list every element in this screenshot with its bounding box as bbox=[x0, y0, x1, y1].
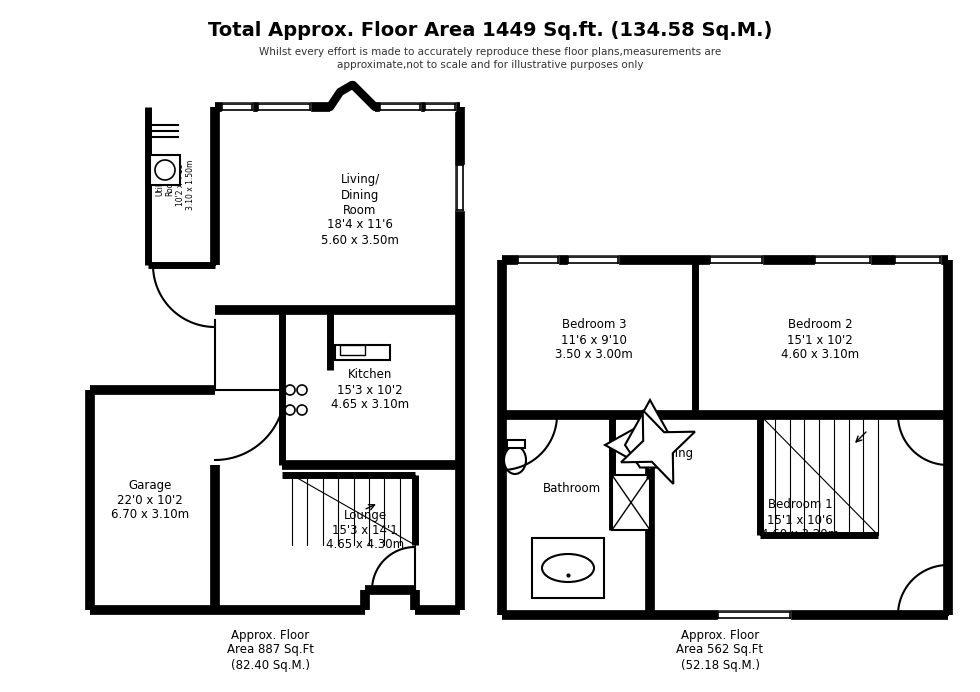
Bar bbox=[532, 538, 604, 598]
Text: approximate,not to scale and for illustrative purposes only: approximate,not to scale and for illustr… bbox=[337, 60, 643, 70]
Text: Lounge
15'3 x 14'1
4.65 x 4.30m: Lounge 15'3 x 14'1 4.65 x 4.30m bbox=[326, 509, 404, 552]
Text: Whilst every effort is made to accurately reproduce these floor plans,measuremen: Whilst every effort is made to accuratel… bbox=[259, 47, 721, 57]
Bar bbox=[507, 440, 525, 448]
Bar bbox=[340, 345, 365, 355]
Text: Kitchen
15'3 x 10'2
4.65 x 3.10m: Kitchen 15'3 x 10'2 4.65 x 3.10m bbox=[331, 369, 409, 412]
Text: Garage
22'0 x 10'2
6.70 x 3.10m: Garage 22'0 x 10'2 6.70 x 3.10m bbox=[111, 478, 189, 522]
Polygon shape bbox=[605, 420, 672, 470]
Bar bbox=[612, 475, 650, 530]
Text: Living/
Dining
Room
18'4 x 11'6
5.60 x 3.50m: Living/ Dining Room 18'4 x 11'6 5.60 x 3… bbox=[321, 174, 399, 246]
Ellipse shape bbox=[542, 554, 594, 582]
Text: Total Approx. Floor Area 1449 Sq.ft. (134.58 Sq.M.): Total Approx. Floor Area 1449 Sq.ft. (13… bbox=[208, 21, 772, 39]
Ellipse shape bbox=[504, 446, 526, 474]
Bar bbox=[150, 155, 180, 185]
Text: Bedroom 1
15'1 x 10'6
4.60 x 3.20m: Bedroom 1 15'1 x 10'6 4.60 x 3.20m bbox=[760, 498, 839, 542]
Bar bbox=[335, 345, 390, 360]
Polygon shape bbox=[621, 410, 695, 484]
Text: Approx. Floor
Area 887 Sq.Ft
(82.40 Sq.M.): Approx. Floor Area 887 Sq.Ft (82.40 Sq.M… bbox=[226, 628, 314, 671]
Text: Utility
Room
10'2 x 4'11
3.10 x 1.50m: Utility Room 10'2 x 4'11 3.10 x 1.50m bbox=[155, 160, 195, 210]
Text: Bedroom 2
15'1 x 10'2
4.60 x 3.10m: Bedroom 2 15'1 x 10'2 4.60 x 3.10m bbox=[781, 318, 859, 361]
Text: Bathroom: Bathroom bbox=[543, 482, 601, 495]
Text: Landing: Landing bbox=[647, 446, 694, 459]
Text: Bedroom 3
11'6 x 9'10
3.50 x 3.00m: Bedroom 3 11'6 x 9'10 3.50 x 3.00m bbox=[555, 318, 633, 361]
Text: Approx. Floor
Area 562 Sq.Ft
(52.18 Sq.M.): Approx. Floor Area 562 Sq.Ft (52.18 Sq.M… bbox=[676, 628, 763, 671]
Polygon shape bbox=[625, 400, 675, 468]
